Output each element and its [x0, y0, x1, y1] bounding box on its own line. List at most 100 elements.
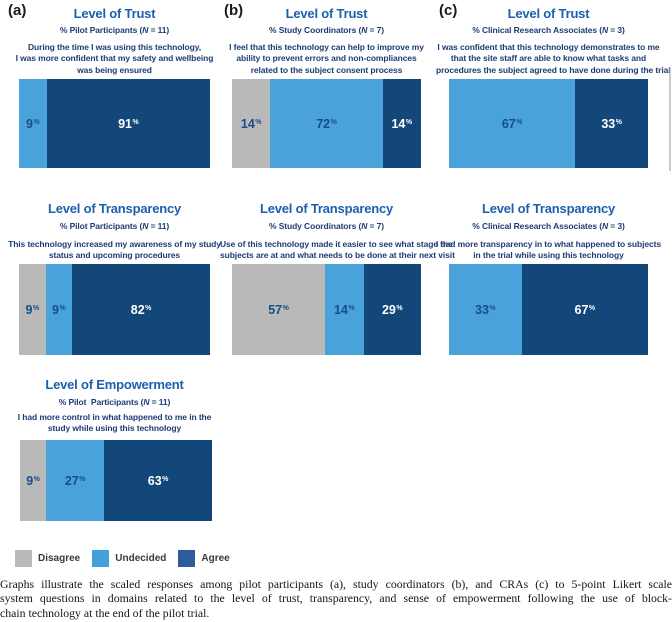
chart-subtitle: % Pilot Participants (N = 11) — [8, 397, 221, 407]
bar-segment-agree: 82% — [72, 264, 211, 355]
subtitle-n: N — [601, 25, 608, 35]
segment-percent-label: 9% — [25, 302, 40, 317]
legend-swatch-undecided — [92, 550, 110, 567]
segment-percent-label: 63% — [147, 473, 169, 488]
chart-question: This technology increased my awareness o… — [8, 239, 221, 261]
subtitle-suffix: = 3) — [608, 221, 625, 231]
bar-segment-agree: 33% — [575, 79, 648, 168]
chart-subtitle: % Study Coordinators (N = 7) — [220, 25, 433, 35]
panel-label-c: (c) — [439, 2, 458, 19]
segment-percent-label: 67% — [501, 116, 523, 131]
legend-label-undecided: Undecided — [115, 553, 167, 564]
chart-subtitle: % Study Coordinators (N = 7) — [220, 221, 433, 231]
legend-item-agree: Agree — [178, 550, 230, 567]
bar-segment-agree: 29% — [363, 264, 422, 355]
stacked-bar: 33% 67% — [449, 264, 648, 355]
legend-swatch-disagree — [15, 550, 32, 567]
chart-title: Level of Empowerment — [45, 377, 184, 392]
segment-percent-label: 29% — [381, 302, 403, 317]
chart-title: Level of Transparency — [481, 201, 616, 216]
subtitle-prefix: % Pilot Participants ( — [59, 221, 143, 231]
segment-percent-label: 57% — [268, 302, 289, 317]
segment-percent-label: 14% — [333, 302, 355, 317]
bar-segment-undecided: 33% — [449, 264, 522, 355]
subtitle-prefix: % Pilot Participants ( — [59, 25, 143, 35]
bar-segment-disagree: 14% — [232, 79, 271, 168]
bar-segment-disagree: 9% — [19, 264, 46, 355]
figure-caption: Graphs illustrate the scaled responses a… — [0, 577, 672, 620]
segment-percent-label: 82% — [130, 302, 152, 317]
stacked-bar: 67% 33% — [449, 79, 648, 168]
panel-label-a: (a) — [8, 2, 27, 19]
subtitle-suffix: = 3) — [608, 25, 625, 35]
page-edge-artifact — [669, 67, 671, 171]
segment-percent-label: 91% — [118, 116, 139, 131]
bar-segment-agree: 63% — [104, 440, 212, 521]
segment-percent-label: 33% — [475, 302, 496, 317]
legend-label-agree: Agree — [201, 553, 230, 564]
chart-subtitle: % Clinical Research Associates (N = 3) — [436, 221, 661, 231]
subtitle-suffix: = 11) — [149, 397, 171, 407]
stacked-bar: 9% 91% — [19, 79, 210, 168]
chart-question: I feel that this technology can help to … — [229, 42, 424, 75]
subtitle-prefix: % Pilot Participants ( — [58, 397, 144, 407]
chart-title: Level of Transparency — [47, 201, 182, 216]
subtitle-suffix: = 7) — [367, 25, 385, 35]
chart-title: Level of Trust — [285, 6, 368, 21]
legend-swatch-agree — [178, 550, 196, 567]
bar-segment-undecided: 9% — [19, 79, 47, 168]
stacked-bar: 9% 9% 82% — [19, 264, 211, 355]
segment-percent-label: 9% — [26, 473, 40, 488]
subtitle-n: N — [142, 221, 149, 231]
bar-segment-agree: 14% — [382, 79, 422, 168]
segment-percent-label: 33% — [601, 116, 622, 131]
segment-percent-label: 14% — [240, 116, 262, 131]
subtitle-n: N — [142, 25, 149, 35]
segment-percent-label: 9% — [26, 116, 40, 131]
subtitle-n: N — [361, 25, 368, 35]
stacked-bar: 57% 14% 29% — [232, 264, 422, 355]
segment-percent-label: 14% — [391, 116, 413, 131]
panel-label-b: (b) — [224, 2, 244, 19]
chart-question: I was confident that this technology dem… — [436, 42, 671, 75]
subtitle-prefix: % Study Coordinators ( — [268, 25, 362, 35]
subtitle-suffix: = 7) — [367, 221, 385, 231]
caption-line: chain technology at the end of the pilot… — [0, 605, 210, 620]
bar-segment-undecided: 27% — [46, 440, 105, 521]
chart-subtitle: % Pilot Participants (N = 11) — [8, 221, 221, 231]
segment-percent-label: 72% — [316, 116, 337, 131]
legend-item-disagree: Disagree — [15, 550, 80, 567]
chart-title: Level of Trust — [73, 6, 156, 21]
chart-title: Level of Transparency — [259, 201, 394, 216]
subtitle-prefix: % Clinical Research Associates ( — [472, 221, 602, 231]
bar-segment-undecided: 9% — [45, 264, 73, 355]
bar-segment-undecided: 67% — [449, 79, 576, 168]
subtitle-prefix: % Study Coordinators ( — [268, 221, 362, 231]
bar-segment-disagree: 57% — [232, 264, 326, 355]
chart-question: I had more control in what happened to m… — [17, 412, 212, 434]
legend-item-undecided: Undecided — [92, 550, 166, 567]
segment-percent-label: 9% — [52, 302, 66, 317]
segment-percent-label: 67% — [574, 302, 596, 317]
segment-percent-label: 27% — [64, 473, 86, 488]
stacked-bar: 14% 72% 14% — [232, 79, 422, 168]
chart-question: I had more transparency in to what happe… — [436, 239, 661, 261]
chart-title: Level of Trust — [507, 6, 590, 21]
stacked-bar: 9% 27% 63% — [20, 440, 212, 521]
subtitle-n: N — [143, 397, 150, 407]
subtitle-n: N — [601, 221, 608, 231]
chart-subtitle: % Clinical Research Associates (N = 3) — [436, 25, 661, 35]
chart-subtitle: % Pilot Participants (N = 11) — [8, 25, 221, 35]
legend-label-disagree: Disagree — [38, 553, 81, 564]
bar-segment-agree: 91% — [46, 79, 210, 168]
caption-line: system questions in domains related to t… — [0, 591, 672, 606]
bar-segment-agree: 67% — [521, 264, 648, 355]
subtitle-n: N — [361, 221, 368, 231]
subtitle-prefix: % Clinical Research Associates ( — [472, 25, 602, 35]
subtitle-suffix: = 11) — [148, 221, 170, 231]
subtitle-suffix: = 11) — [148, 25, 170, 35]
legend: Disagree Undecided Agree — [15, 550, 230, 567]
caption-line: Graphs illustrate the scaled responses a… — [0, 577, 672, 591]
chart-question: Use of this technology made it easier to… — [220, 239, 455, 261]
